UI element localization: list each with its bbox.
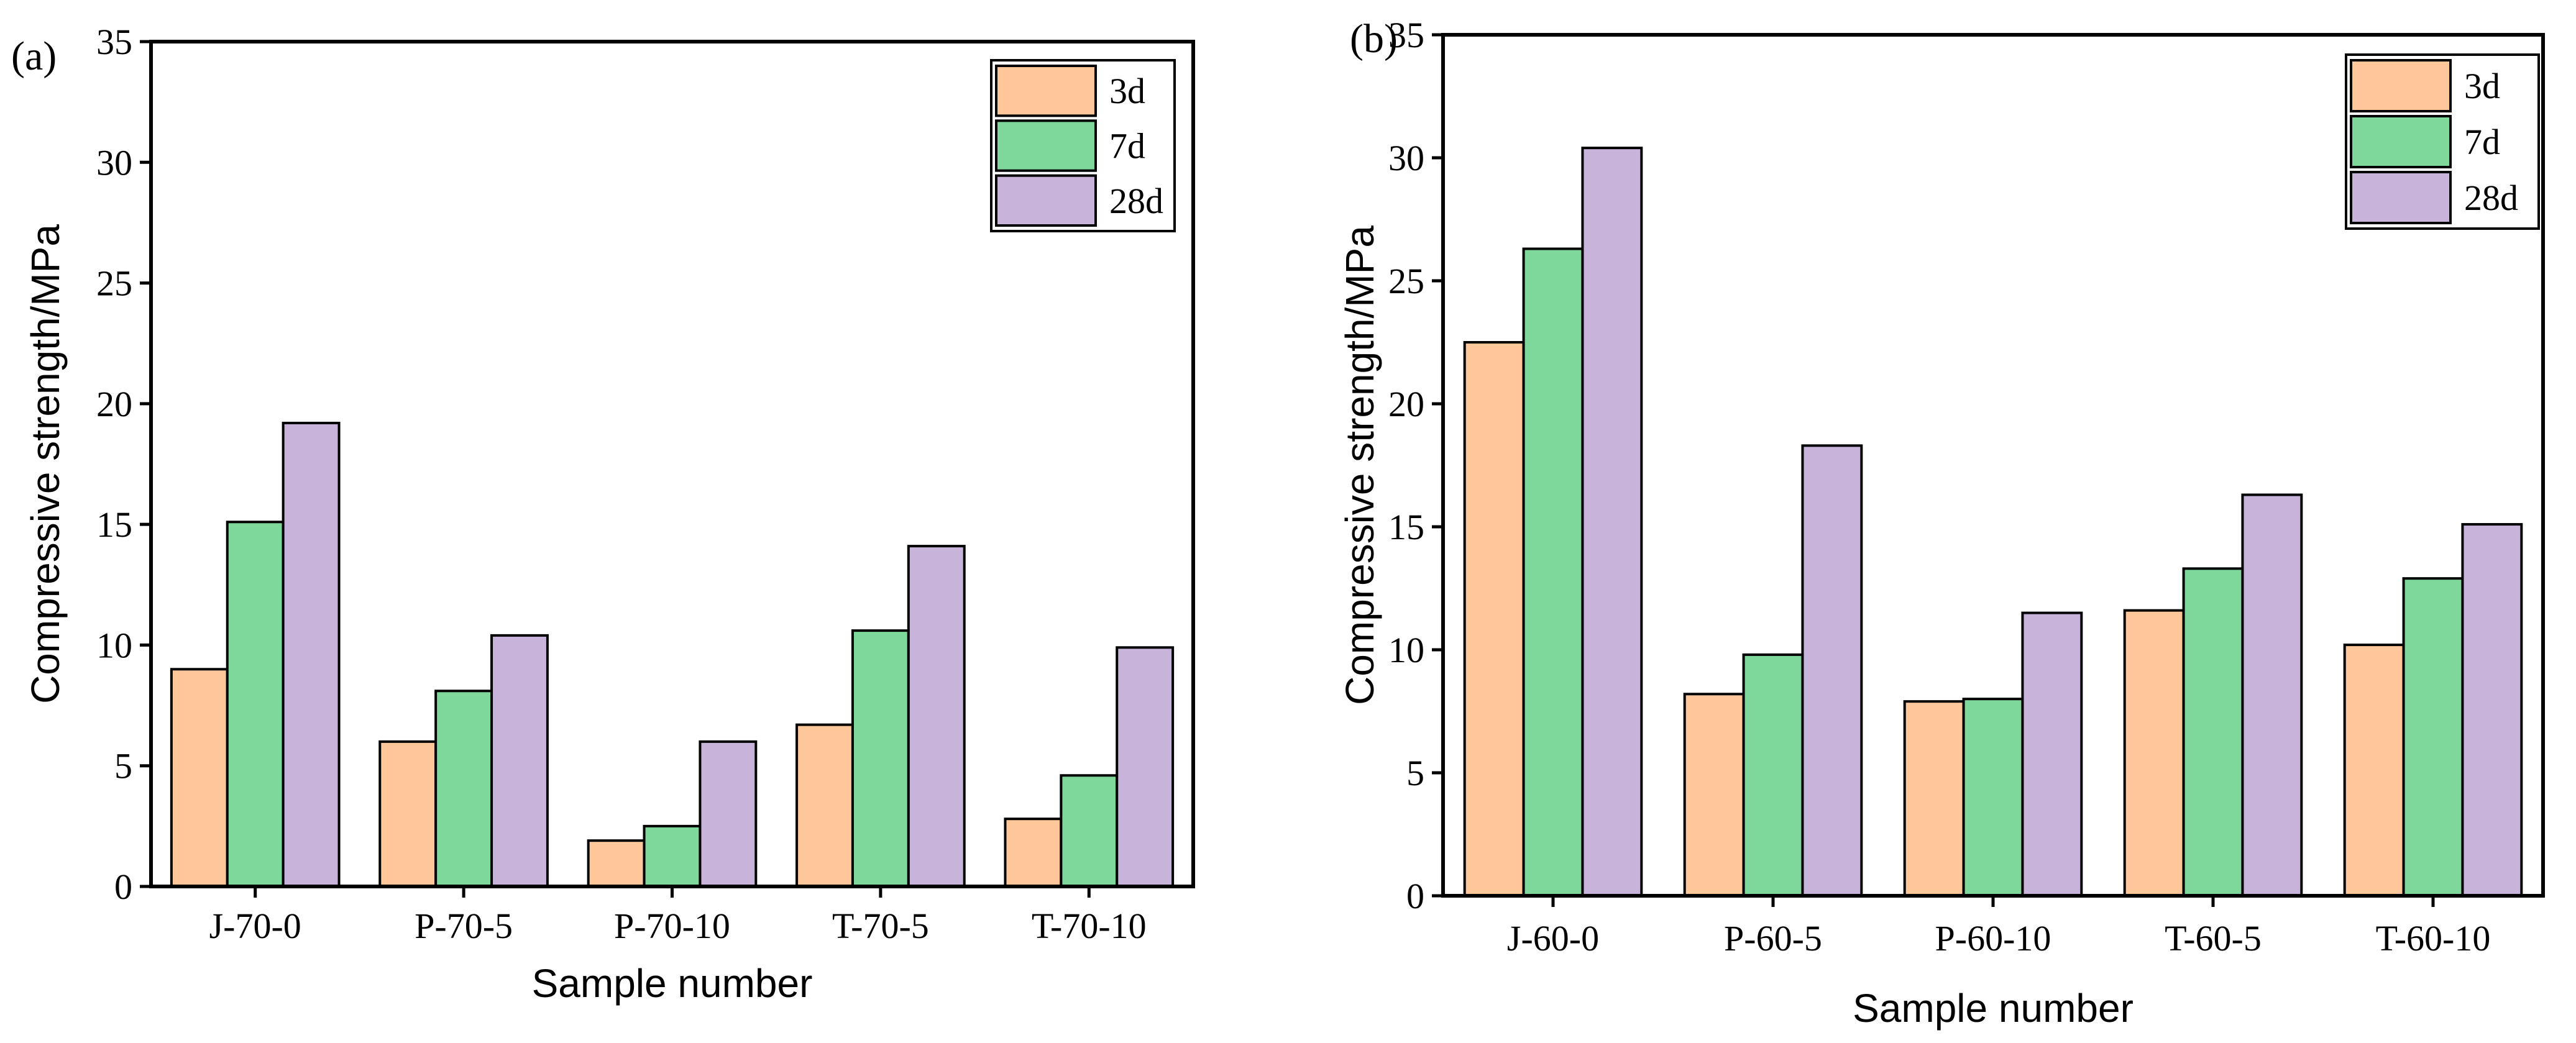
- x-axis-title: Sample number: [532, 961, 813, 1006]
- x-tick-label: P-70-10: [614, 906, 730, 946]
- y-tick-label: 20: [96, 384, 132, 424]
- bar-P-70-10-7d: [643, 824, 702, 888]
- legend-swatch-3d: [995, 65, 1097, 117]
- y-tick-label: 30: [1388, 138, 1424, 178]
- legend: 3d 7d 28d: [990, 59, 1176, 232]
- x-tick-label: P-70-5: [415, 906, 513, 946]
- legend-swatch-7d: [995, 119, 1097, 172]
- legend-swatch-28d: [995, 174, 1097, 227]
- y-tick-label: 10: [96, 625, 132, 665]
- bar-T-70-10-3d: [1004, 818, 1063, 888]
- panel-label: (a): [11, 34, 57, 79]
- legend-label-28d: 28d: [2464, 178, 2518, 218]
- chart-panel-b: (b) J-60-0 P-60-5 P-60-10 T-60-5 T-60-10 0 5 10 1…: [1337, 15, 2545, 1031]
- bar-T-70-10-7d: [1060, 774, 1119, 888]
- y-tick-label: 35: [96, 22, 132, 62]
- legend-label-7d: 7d: [2464, 122, 2500, 162]
- plot-frame: [149, 40, 1195, 888]
- bar-T-60-10-28d: [2461, 523, 2523, 897]
- y-tick-label: 5: [114, 746, 132, 786]
- bar-P-70-5-3d: [378, 740, 438, 888]
- bar-T-70-10-28d: [1116, 646, 1175, 888]
- chart-panel-a: (a) J-70-0 P-70-5 P-70-10 T-70-5 T-70-10 0 5 10 1…: [11, 22, 1195, 1006]
- y-tick-label: 10: [1388, 630, 1424, 670]
- panel-label: (b): [1350, 16, 1398, 61]
- bar-J-70-0-28d: [282, 421, 341, 888]
- y-axis-title: Compressive strength/MPa: [23, 224, 68, 704]
- x-tick-label: T-70-10: [1032, 906, 1147, 946]
- bar-J-60-0-7d: [1522, 247, 1584, 897]
- y-tick-label: 5: [1406, 753, 1424, 793]
- bar-T-60-5-3d: [2123, 609, 2185, 897]
- bar-P-70-10-28d: [699, 740, 758, 888]
- plot-frame: [1441, 33, 2545, 898]
- bar-T-70-5-28d: [907, 545, 966, 888]
- legend-swatch-7d: [2350, 115, 2452, 168]
- y-tick-label: 15: [96, 504, 132, 545]
- bar-T-70-5-3d: [795, 723, 854, 888]
- bar-J-60-0-3d: [1463, 341, 1525, 897]
- x-tick-label: T-60-10: [2376, 918, 2491, 959]
- x-tick-label: J-60-0: [1507, 918, 1599, 959]
- bar-T-60-5-7d: [2182, 567, 2244, 897]
- legend-label-28d: 28d: [1109, 181, 1163, 221]
- x-tick-label: T-60-5: [2165, 918, 2262, 959]
- x-tick-label: T-70-5: [832, 906, 929, 946]
- y-tick-label: 20: [1388, 384, 1424, 424]
- bar-P-60-5-3d: [1683, 693, 1745, 898]
- bar-P-70-10-3d: [587, 839, 646, 888]
- bar-P-70-5-28d: [490, 634, 549, 888]
- legend-swatch-28d: [2350, 171, 2452, 224]
- x-axis-title: Sample number: [1853, 986, 2134, 1031]
- bar-P-60-10-3d: [1903, 700, 1965, 898]
- y-tick-label: 0: [1406, 876, 1424, 916]
- y-tick-label: 25: [1388, 261, 1424, 301]
- y-tick-label: 35: [1388, 15, 1424, 55]
- legend-swatch-3d: [2350, 59, 2452, 112]
- bar-T-60-10-7d: [2402, 577, 2464, 897]
- legend-label-3d: 3d: [2464, 66, 2500, 106]
- y-tick-label: 15: [1388, 507, 1424, 547]
- bar-J-60-0-28d: [1581, 147, 1643, 897]
- bar-J-70-0-3d: [170, 668, 229, 888]
- legend-label-7d: 7d: [1109, 126, 1145, 166]
- bar-T-60-5-28d: [2241, 493, 2303, 897]
- bar-T-70-5-7d: [851, 629, 910, 888]
- bar-T-60-10-3d: [2343, 644, 2405, 897]
- y-tick-label: 30: [96, 142, 132, 183]
- bar-J-70-0-7d: [226, 521, 285, 888]
- x-tick-label: P-60-5: [1724, 918, 1822, 959]
- x-tick-label: P-60-10: [1935, 918, 2051, 959]
- y-tick-label: 25: [96, 263, 132, 304]
- bar-P-60-10-28d: [2021, 611, 2083, 897]
- y-axis-title: Compressive strength/MPa: [1337, 225, 1382, 705]
- legend: 3d 7d 28d: [2345, 53, 2540, 230]
- x-tick-label: J-70-0: [209, 906, 301, 946]
- y-tick-label: 0: [114, 867, 132, 907]
- bar-P-60-5-7d: [1742, 653, 1804, 898]
- bar-P-70-5-7d: [434, 690, 493, 888]
- bar-P-60-10-7d: [1962, 698, 2024, 897]
- bar-P-60-5-28d: [1801, 444, 1863, 897]
- legend-label-3d: 3d: [1109, 71, 1145, 111]
